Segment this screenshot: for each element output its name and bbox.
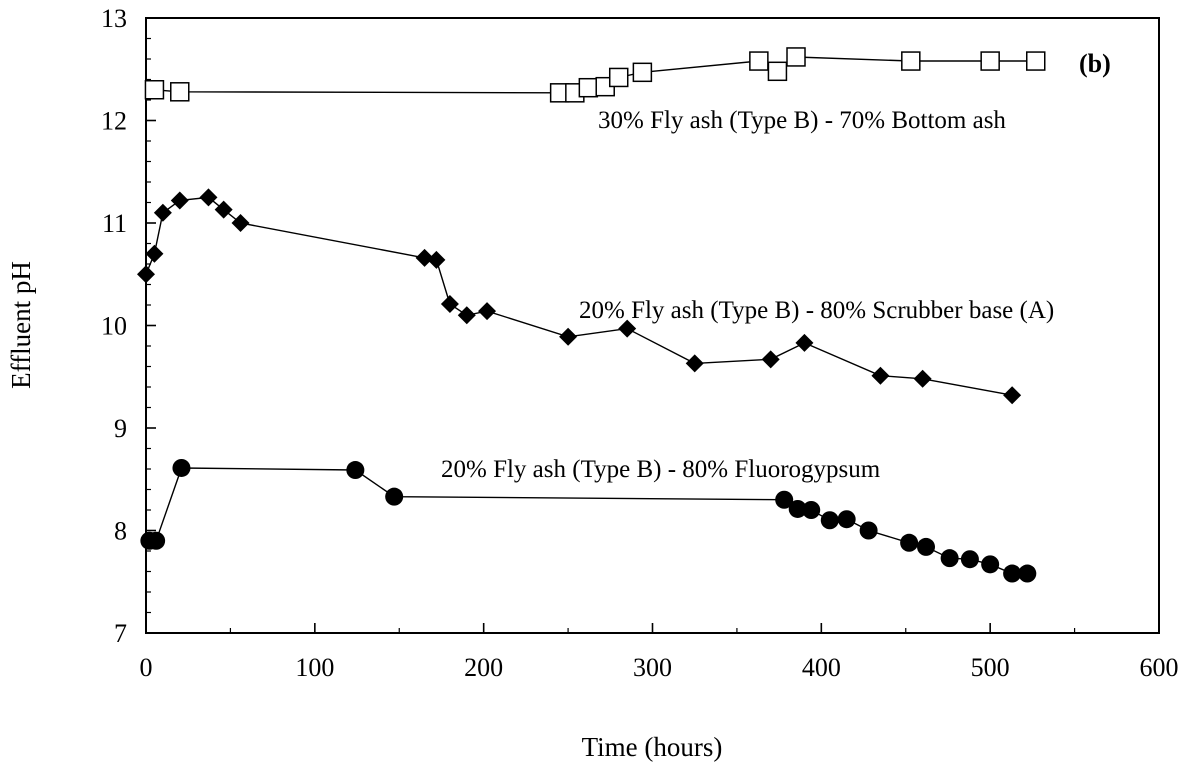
data-point-circle [940, 549, 959, 568]
data-point-diamond [761, 350, 780, 369]
data-point-diamond [145, 244, 164, 263]
panel-label: (b) [1079, 49, 1111, 78]
data-point-diamond [153, 203, 172, 222]
y-axis-title: Effluent pH [6, 261, 36, 389]
data-point-diamond [415, 248, 434, 267]
data-point-diamond [214, 200, 233, 219]
x-tick-label: 0 [140, 653, 153, 682]
x-tick-label: 600 [1140, 653, 1179, 682]
data-point-diamond [1003, 386, 1022, 405]
axis-tick-labels: 0 100 200 300 400 500 600 7 8 9 10 11 12 13 [101, 4, 1179, 682]
series-label-scrubber-base: 20% Fly ash (Type B) - 80% Scrubber base… [579, 297, 1054, 324]
series-label-bottom-ash: 30% Fly ash (Type B) - 70% Bottom ash [598, 107, 1006, 134]
data-point-square [786, 47, 806, 67]
data-point-diamond [913, 369, 932, 388]
data-point-diamond [795, 333, 814, 352]
x-tick-label: 300 [633, 653, 672, 682]
data-point-circle [346, 461, 365, 480]
data-point-circle [788, 499, 807, 518]
axis-ticks [145, 17, 1160, 634]
data-point-square [767, 61, 788, 82]
data-point-diamond [685, 354, 704, 373]
x-tick-label: 100 [295, 653, 334, 682]
data-point-circle [172, 458, 191, 477]
data-point-circle [900, 533, 919, 552]
y-tick-label: 9 [114, 414, 127, 443]
data-point-diamond [559, 327, 578, 346]
y-tick-label: 8 [114, 517, 127, 546]
data-point-circle [960, 550, 979, 569]
data-point-circle [1003, 564, 1022, 583]
data-point-circle [385, 487, 404, 506]
data-point-square [144, 80, 165, 100]
series-label-fluorogypsum: 20% Fly ash (Type B) - 80% Fluorogypsum [441, 456, 881, 483]
data-point-diamond [457, 306, 476, 325]
y-tick-label: 11 [102, 209, 127, 238]
data-point-square [1026, 51, 1046, 71]
data-point-square [608, 67, 629, 88]
data-point-diamond [478, 302, 497, 321]
data-point-square [632, 62, 653, 83]
x-tick-label: 500 [971, 653, 1010, 682]
data-point-circle [820, 511, 839, 530]
series-line-2 [149, 467, 1028, 575]
data-point-circle [802, 501, 821, 519]
data-point-diamond [170, 191, 189, 210]
x-tick-label: 400 [802, 653, 841, 682]
data-point-circle [147, 531, 166, 550]
data-point-circle [859, 521, 878, 540]
data-point-circle [837, 510, 856, 529]
data-point-circle [775, 490, 794, 509]
series-markers [137, 47, 1046, 583]
y-tick-label: 12 [101, 107, 127, 136]
x-tick-label: 200 [464, 653, 503, 682]
data-point-square [170, 82, 190, 102]
data-point-diamond [427, 250, 446, 269]
data-point-circle [1018, 564, 1037, 583]
data-point-square [578, 77, 599, 98]
data-point-diamond [137, 265, 155, 284]
data-point-circle [981, 555, 1000, 574]
data-point-diamond [231, 214, 250, 232]
y-tick-label: 10 [101, 312, 127, 341]
data-point-square [749, 51, 769, 71]
data-point-square [980, 51, 1000, 71]
data-point-diamond [440, 294, 459, 313]
data-point-circle [917, 537, 936, 556]
data-point-diamond [618, 319, 637, 338]
x-axis-title: Time (hours) [582, 732, 723, 762]
y-tick-label: 7 [114, 619, 127, 648]
data-point-square [901, 51, 921, 71]
y-tick-label: 13 [101, 4, 127, 33]
data-point-diamond [871, 366, 890, 385]
data-point-diamond [199, 188, 218, 207]
